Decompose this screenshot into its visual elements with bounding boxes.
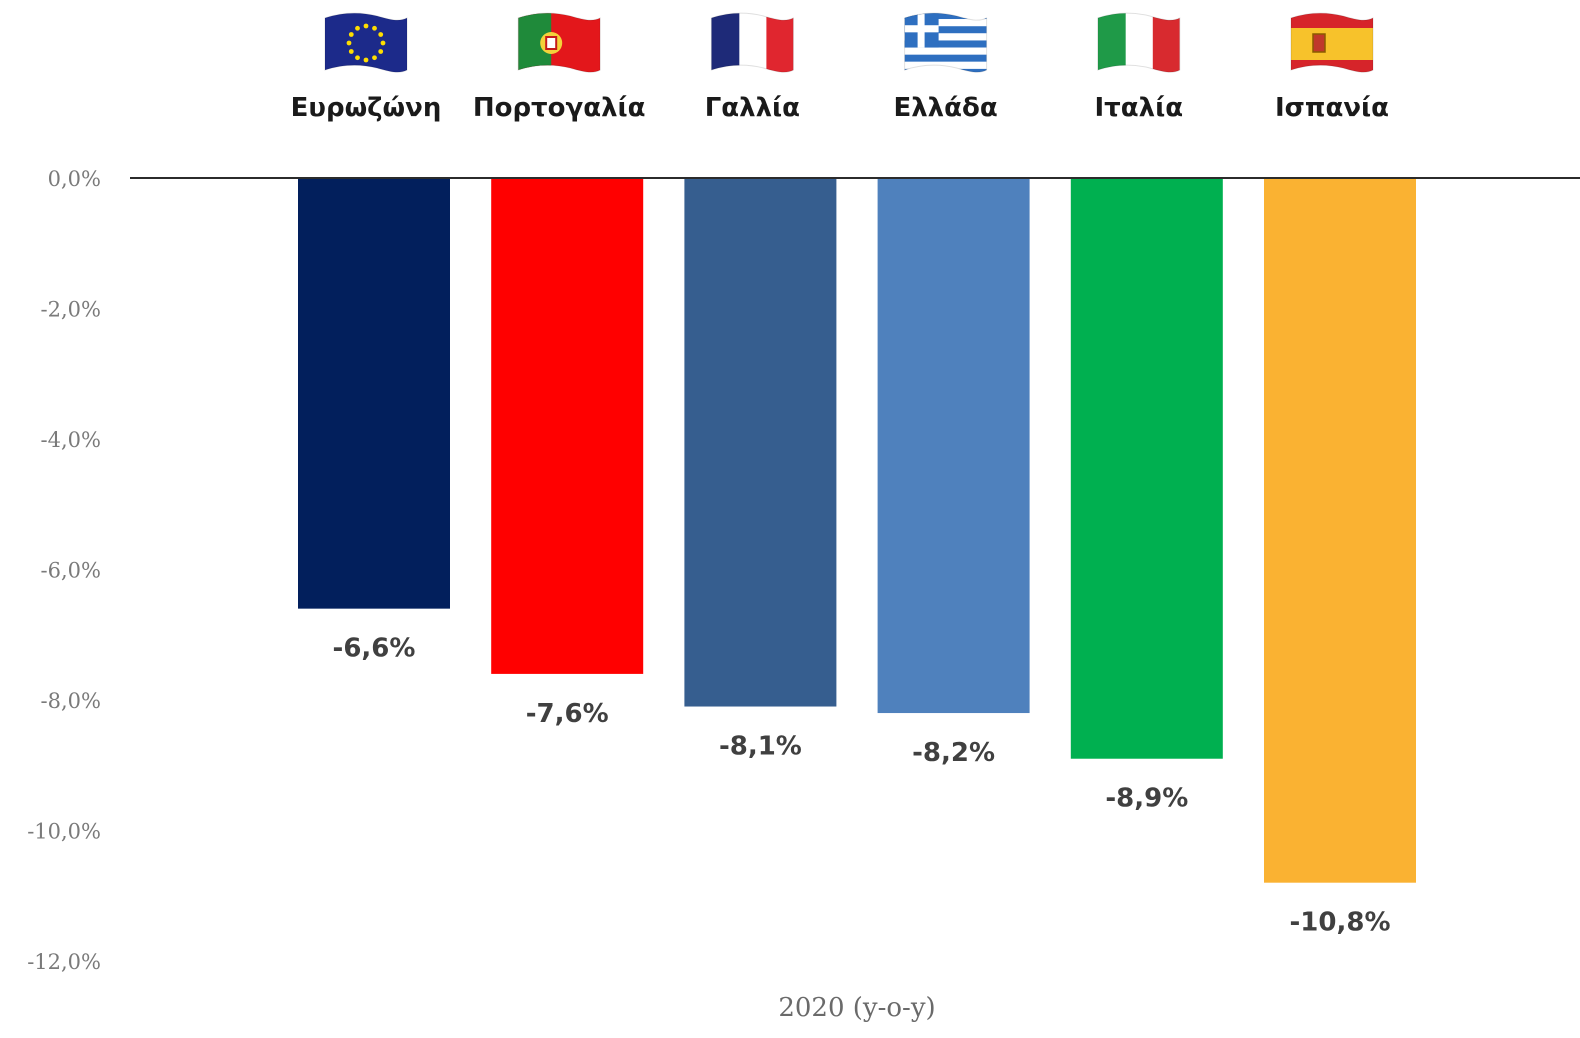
y-tick-label: -8,0% — [41, 689, 101, 713]
category-label: Ελλάδα — [893, 93, 997, 123]
data-label: -8,9% — [1105, 784, 1188, 814]
y-tick-label: -12,0% — [27, 950, 101, 974]
bar — [491, 178, 644, 674]
y-tick-label: -4,0% — [41, 428, 101, 452]
x-axis-title: 2020 (y-o-y) — [778, 993, 935, 1023]
category-label: Πορτογαλία — [473, 93, 646, 123]
data-labels-layer: -6,6% -7,6% -8,1% -8,2% -8,9% -10,8% — [333, 634, 1391, 938]
bar — [1264, 178, 1416, 883]
data-label: -6,6% — [333, 634, 416, 664]
bar — [684, 178, 837, 707]
portugal-flag-icon — [517, 12, 601, 73]
bar — [1070, 178, 1223, 759]
y-tick-label: 0,0% — [48, 167, 101, 191]
data-label: -8,1% — [719, 732, 802, 762]
eu-flag-icon — [324, 12, 408, 73]
category-label: Γαλλία — [705, 93, 800, 123]
category-label: Ιταλία — [1095, 93, 1184, 123]
data-label: -10,8% — [1290, 908, 1391, 938]
flags-layer — [324, 12, 1374, 73]
data-label: -8,2% — [912, 738, 995, 768]
bar — [298, 178, 450, 609]
bars-layer — [298, 178, 1416, 883]
italy-flag-icon — [1097, 12, 1181, 73]
y-axis-ticks-layer: 0,0% -2,0% -4,0% -6,0% -8,0% -10,0% -12,0% — [27, 167, 101, 974]
category-labels-layer: Ευρωζώνη Πορτογαλία Γαλλία Ελλάδα Ιταλία Ισπα… — [291, 93, 1389, 123]
spain-flag-icon — [1290, 12, 1374, 73]
france-flag-icon — [710, 12, 794, 73]
category-label: Ευρωζώνη — [291, 93, 442, 123]
y-tick-label: -10,0% — [27, 820, 101, 844]
y-tick-label: -6,0% — [41, 559, 101, 583]
greece-flag-icon — [904, 12, 988, 73]
category-label: Ισπανία — [1275, 93, 1389, 123]
y-tick-label: -2,0% — [41, 298, 101, 322]
bar — [877, 178, 1030, 714]
data-label: -7,6% — [526, 699, 609, 729]
